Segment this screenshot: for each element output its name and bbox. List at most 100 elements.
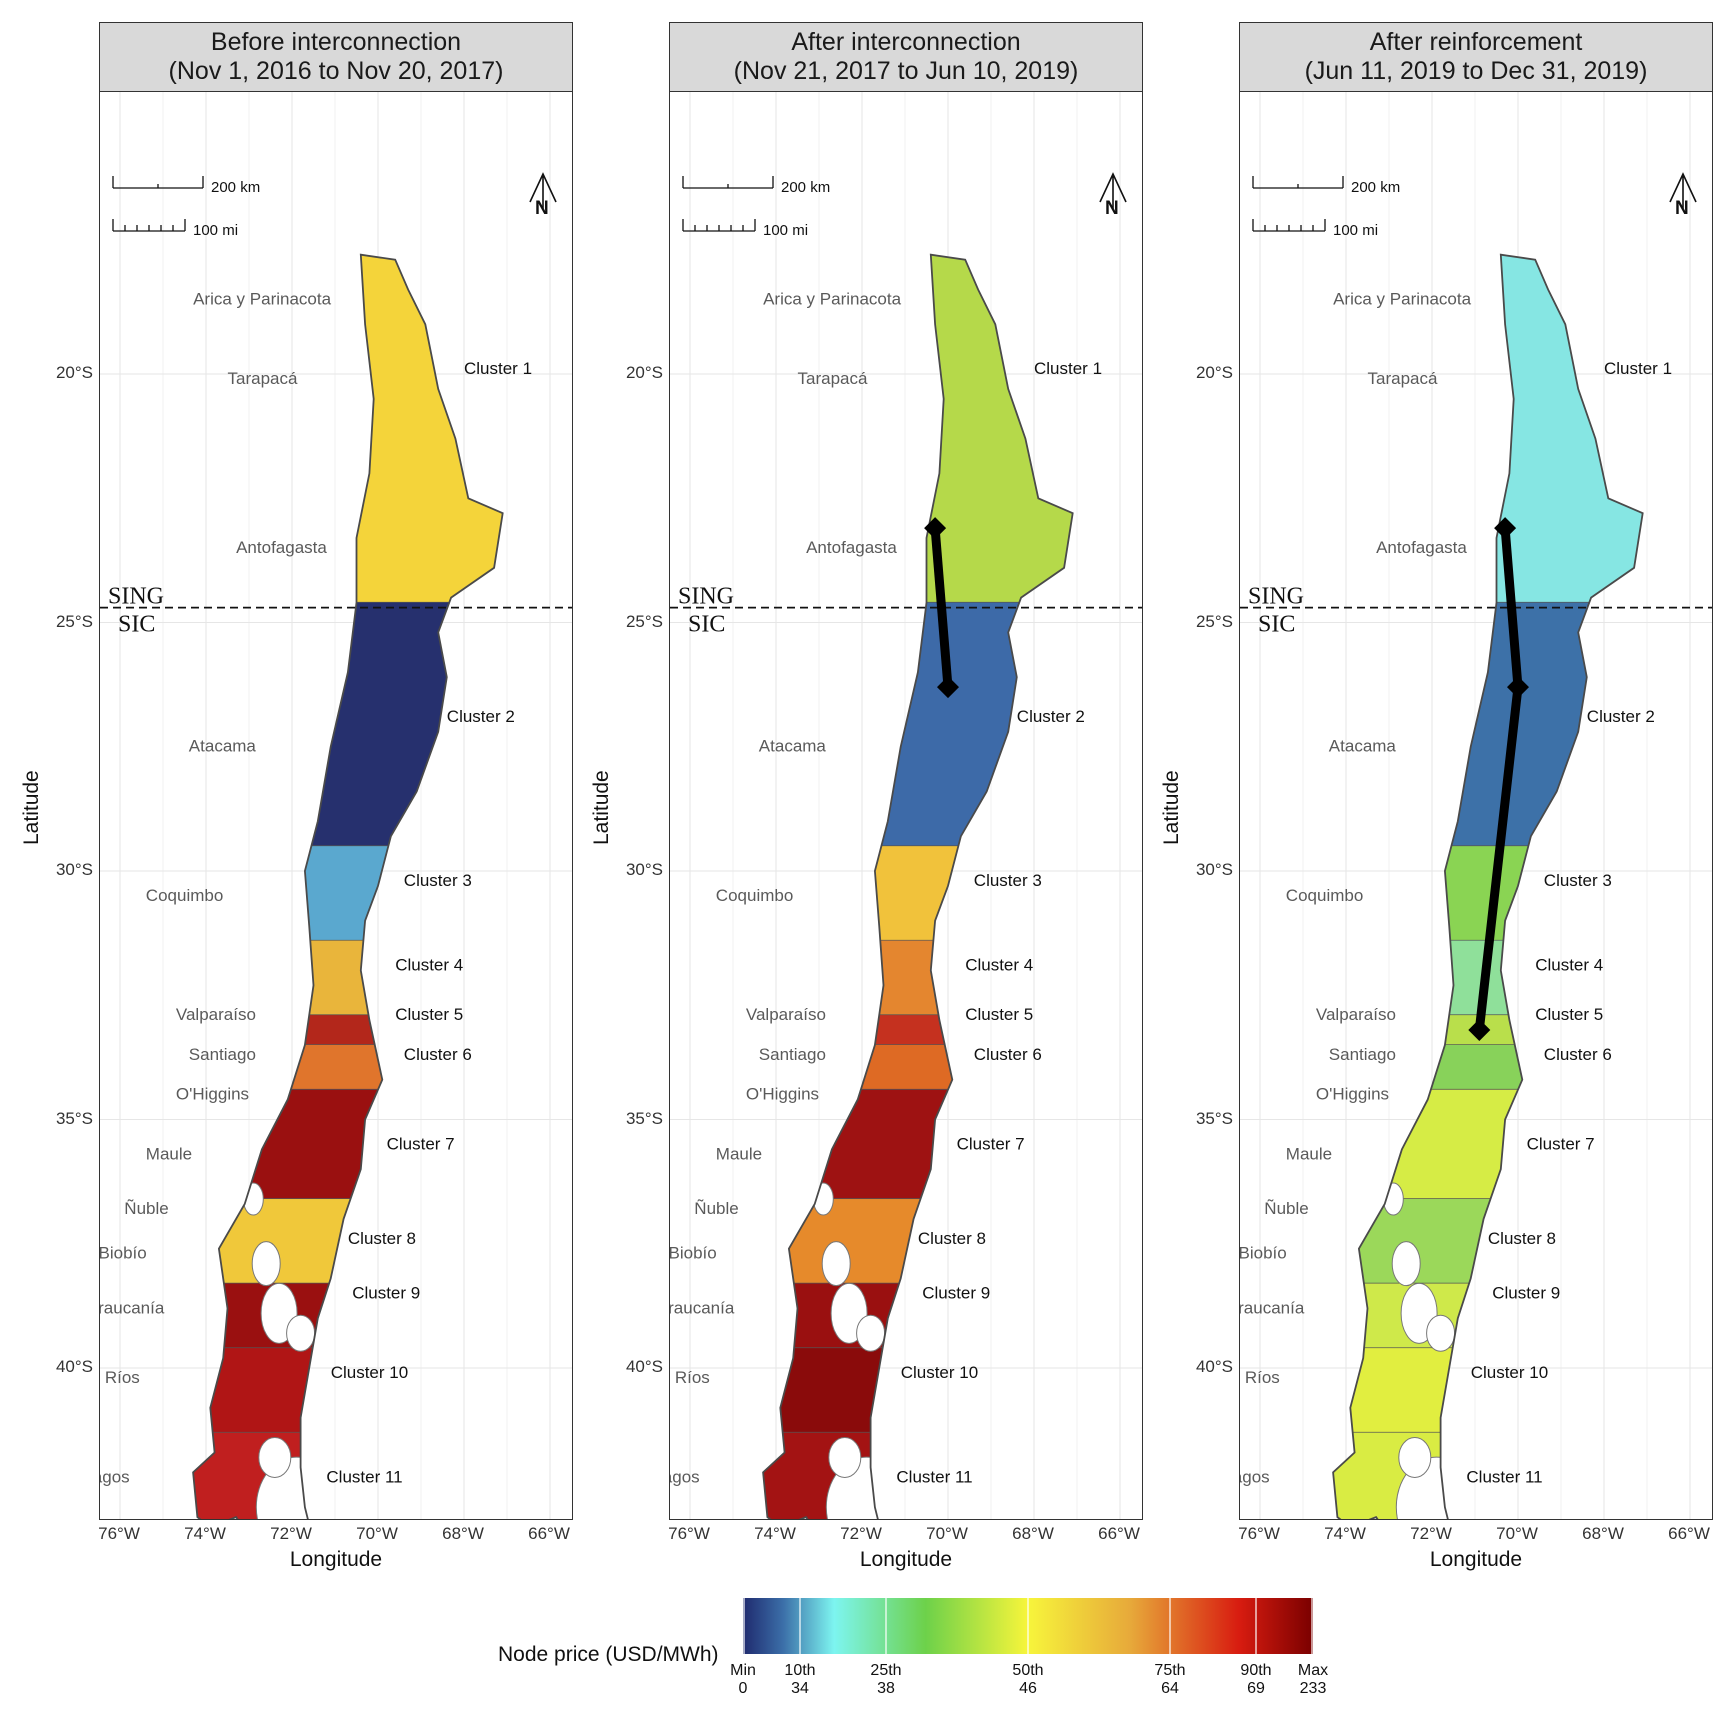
legend-stop-label: 50th 46 (998, 1662, 1058, 1698)
region-label: Arica y Parinacota (1333, 289, 1471, 308)
y-tick-label: 25°S (1195, 611, 1233, 631)
cluster-region-1 (763, 254, 1073, 603)
x-tick-label: 66°W (528, 1524, 570, 1543)
map-panel-before: Before interconnection (Nov 1, 2016 to No… (99, 22, 573, 1520)
cluster-region-10 (1333, 1348, 1643, 1433)
cluster-label: Cluster 4 (1535, 955, 1603, 974)
cluster-label: Cluster 10 (901, 1363, 978, 1382)
region-label: Biobío (1240, 1244, 1287, 1263)
cluster-label: Cluster 6 (974, 1045, 1042, 1064)
region-label: Valparaíso (746, 1005, 826, 1024)
x-axis-label: Longitude (859, 1548, 953, 1571)
map-area: SING SIC Arica y Parinacota Tarapacá Antofag… (669, 92, 1143, 1520)
north-label: N (535, 198, 549, 219)
panel-title: After reinforcement (Jun 11, 2019 to Dec … (1239, 22, 1713, 92)
cluster-label: Cluster 4 (395, 955, 463, 974)
scale-mi-label: 100 mi (763, 222, 808, 239)
y-tick-label: 20°S (625, 363, 663, 382)
legend-colorbar (743, 1598, 1313, 1654)
cluster-region-9 (193, 1283, 503, 1349)
region-label: La Araucanía (670, 1298, 735, 1317)
y-tick-label: 30°S (1195, 860, 1233, 879)
region-label: Maule (716, 1144, 762, 1163)
cluster-label: Cluster 8 (918, 1229, 986, 1248)
y-tick-label: 20°S (55, 363, 93, 382)
cluster-region-9 (763, 1283, 1073, 1349)
cluster-label: Cluster 3 (974, 871, 1042, 890)
scale-bar (682, 176, 774, 232)
x-tick-label: 76°W (1238, 1524, 1280, 1543)
legend-stop-value: 64 (1161, 1680, 1179, 1697)
sing-label: SING (1248, 584, 1304, 610)
cluster-label: Cluster 9 (922, 1283, 990, 1302)
region-label: Ñuble (1264, 1199, 1308, 1218)
region-label: Coquimbo (1286, 886, 1364, 905)
x-tick-label: 72°W (270, 1524, 312, 1543)
cluster-region-4 (193, 940, 503, 1016)
region-label: O'Higgins (176, 1085, 249, 1104)
scale-km-label: 200 km (1351, 179, 1400, 196)
x-tick-label: 68°W (1582, 1524, 1624, 1543)
region-label: Los Ríos (100, 1368, 140, 1387)
cluster-label: Cluster 9 (1492, 1283, 1560, 1302)
cluster-label: Cluster 1 (1604, 359, 1672, 378)
cluster-region-6 (1333, 1044, 1643, 1090)
x-tick-label: 70°W (356, 1524, 398, 1543)
x-tick-label: 68°W (442, 1524, 484, 1543)
cluster-label: Cluster 2 (1587, 707, 1655, 726)
legend-stop-name: Max (1297, 1662, 1329, 1679)
cluster-label: Cluster 10 (331, 1363, 408, 1382)
y-axis-label: Latitude (1160, 770, 1183, 845)
gridlines (1240, 92, 1712, 1519)
region-label: Antofagasta (236, 538, 327, 557)
legend-stop-label: 90th 69 (1226, 1662, 1286, 1698)
region-label: Arica y Parinacota (763, 289, 901, 308)
region-label: Biobío (670, 1244, 717, 1263)
y-tick-label: 40°S (1195, 1357, 1233, 1376)
y-tick-label: 35°S (625, 1108, 663, 1128)
region-label: Coquimbo (146, 886, 224, 905)
y-tick-label: 35°S (55, 1108, 93, 1128)
x-tick-label: 68°W (1012, 1524, 1054, 1543)
legend-stop-value: 46 (1019, 1680, 1037, 1697)
region-label: Atacama (1329, 737, 1397, 756)
region-label: Atacama (759, 737, 827, 756)
legend-stop-value: 34 (791, 1680, 809, 1697)
sing-label: SING (678, 584, 734, 610)
region-label: Los Ríos (670, 1368, 710, 1387)
cluster-label: Cluster 11 (326, 1467, 402, 1486)
region-label: La Araucanía (1240, 1298, 1305, 1317)
legend-stop-label: 75th 64 (1140, 1662, 1200, 1698)
cluster-region-5 (193, 1015, 503, 1045)
cluster-label: Cluster 11 (896, 1467, 972, 1486)
country-outline (1332, 253, 1644, 1519)
x-tick-label: 74°W (1324, 1524, 1366, 1543)
x-tick-label: 74°W (754, 1524, 796, 1543)
cluster-label: Cluster 3 (404, 871, 472, 890)
cluster-label: Cluster 5 (1535, 1005, 1603, 1024)
y-tick-label: 30°S (55, 860, 93, 879)
panel-title-line2: (Nov 21, 2017 to Jun 10, 2019) (733, 57, 1079, 85)
y-tick-label: 40°S (625, 1357, 663, 1376)
cluster-label: Cluster 8 (1488, 1229, 1556, 1248)
cluster-region-4 (1333, 940, 1643, 1016)
north-label: N (1105, 198, 1119, 219)
cluster-label: Cluster 5 (395, 1005, 463, 1024)
region-label: Los Lagos (1240, 1467, 1270, 1486)
legend-stop-name: 75th (1154, 1662, 1186, 1679)
country-outline (762, 253, 1074, 1519)
panel-title-line1: Before interconnection (210, 28, 462, 56)
x-tick-label: 66°W (1098, 1524, 1140, 1543)
y-tick-label: 25°S (625, 611, 663, 631)
cluster-label: Cluster 7 (1527, 1134, 1595, 1153)
cluster-region-8 (763, 1199, 1073, 1284)
x-tick-label: 66°W (1668, 1524, 1710, 1543)
cluster-label: Cluster 10 (1471, 1363, 1548, 1382)
cluster-region-6 (763, 1044, 1073, 1090)
cluster-label: Cluster 4 (965, 955, 1033, 974)
map-panel-after: After interconnection (Nov 21, 2017 to Ju… (669, 22, 1143, 1520)
legend-stop-label: 10th 34 (770, 1662, 830, 1698)
cluster-label: Cluster 11 (1466, 1467, 1542, 1486)
x-tick-label: 70°W (926, 1524, 968, 1543)
